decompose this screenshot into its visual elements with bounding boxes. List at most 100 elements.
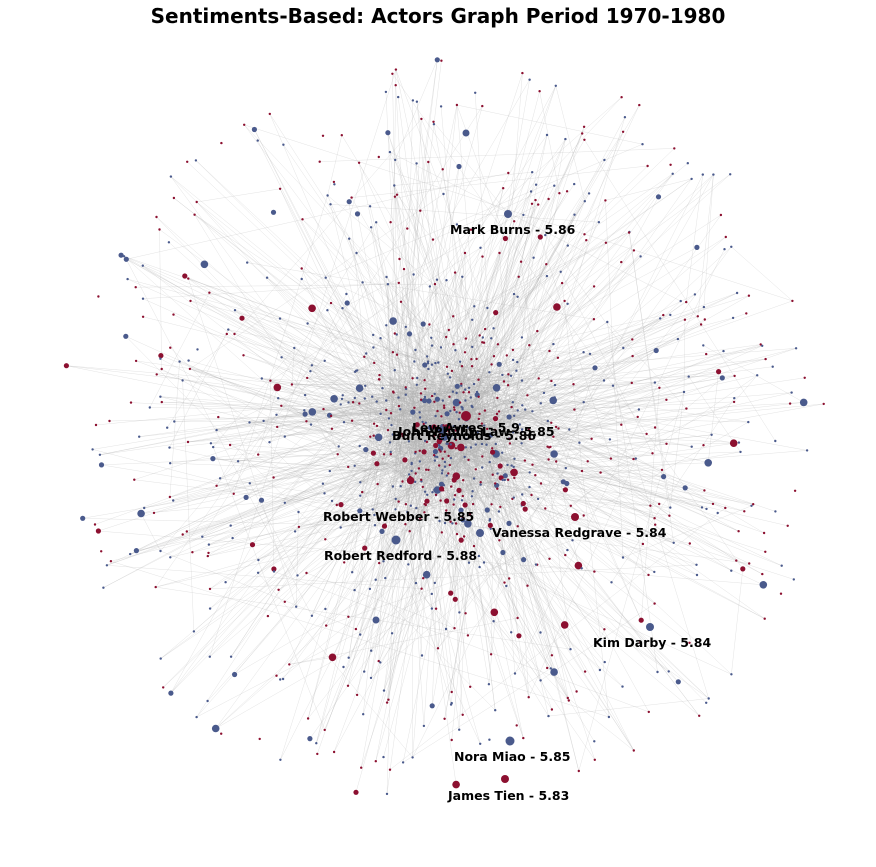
graph-edge [417,393,435,449]
graph-edge [284,441,464,602]
graph-edge [377,434,487,485]
graph-edge [477,431,592,440]
graph-edge [450,381,497,522]
graph-edge [415,428,422,589]
graph-edge [161,401,486,419]
graph-edge [359,445,426,492]
graph-edge [611,398,735,583]
graph-edge [400,301,461,362]
graph-edge [451,370,501,433]
graph-edge [447,454,512,473]
graph-edge [395,60,442,455]
graph-node [272,476,275,479]
graph-edge [437,510,447,649]
graph-edge [383,482,456,758]
graph-edge [273,571,649,713]
graph-node [464,612,467,615]
graph-edge [390,377,451,479]
graph-edge [390,384,425,453]
graph-edge [92,394,426,450]
graph-node [604,241,608,244]
graph-node [324,276,327,279]
graph-node [393,369,396,372]
graph-edge [439,462,443,533]
graph-node [379,337,382,340]
graph-node [450,369,454,373]
graph-node [479,742,482,745]
graph-edge [374,362,446,404]
graph-node [399,300,403,303]
graph-edge [468,430,532,496]
graph-edge [470,376,605,381]
graph-node [192,630,196,633]
graph-edge [390,166,460,453]
graph-node [354,369,358,372]
graph-edge [390,398,483,414]
graph-edge [407,484,481,513]
graph-node [528,437,532,441]
graph-node [438,434,441,437]
graph-edge [159,229,162,370]
graph-edge [431,469,655,573]
graph-node [577,769,580,773]
graph-edge [491,504,571,507]
graph-edge [366,353,389,378]
graph-node [323,728,326,732]
graph-edge [363,427,442,672]
graph-edge [304,280,447,411]
graph-edge [427,276,463,397]
graph-node [530,493,533,497]
graph-edge [382,388,391,443]
graph-edge [385,387,496,431]
graph-node [272,570,276,573]
graph-edge [230,415,400,446]
graph-node [590,437,593,440]
graph-node [566,696,569,700]
graph-edge [390,334,397,440]
graph-node [513,476,516,480]
graph-edge [258,449,446,561]
graph-edge [441,386,663,471]
graph-edge [424,387,427,506]
graph-edge [351,197,459,386]
graph-edge [220,393,439,479]
graph-edge [425,343,554,390]
graph-edge [449,513,453,524]
graph-edge [277,387,407,417]
graph-edge [731,568,744,675]
graph-node [488,432,494,438]
graph-node [375,221,378,224]
graph-edge [391,69,397,383]
graph-node [690,177,693,181]
graph-edge [450,393,472,487]
graph-edge [420,210,457,394]
graph-edge [252,397,356,545]
graph-node [424,387,427,390]
graph-edge [460,201,586,386]
graph-node [348,237,351,240]
graph-node [483,409,487,412]
graph-node [440,433,449,441]
graph-edge [405,387,470,563]
graph-edge [228,329,472,437]
graph-edge [309,533,458,739]
graph-node [414,480,417,484]
graph-node [399,408,402,411]
graph-edge [431,345,670,516]
graph-node [740,566,746,572]
graph-edge [215,300,681,729]
graph-node [423,379,426,382]
graph-edge [419,236,541,519]
graph-edge [467,462,709,473]
graph-edge [499,350,657,476]
graph-edge [327,310,386,422]
graph-edge [529,314,664,346]
graph-edge [412,364,492,413]
graph-node [585,239,588,242]
graph-edge [412,411,658,673]
graph-edge [450,342,483,392]
graph-node [442,424,445,427]
graph-edge [415,386,447,584]
graph-edge [421,361,518,398]
graph-node [469,685,472,688]
